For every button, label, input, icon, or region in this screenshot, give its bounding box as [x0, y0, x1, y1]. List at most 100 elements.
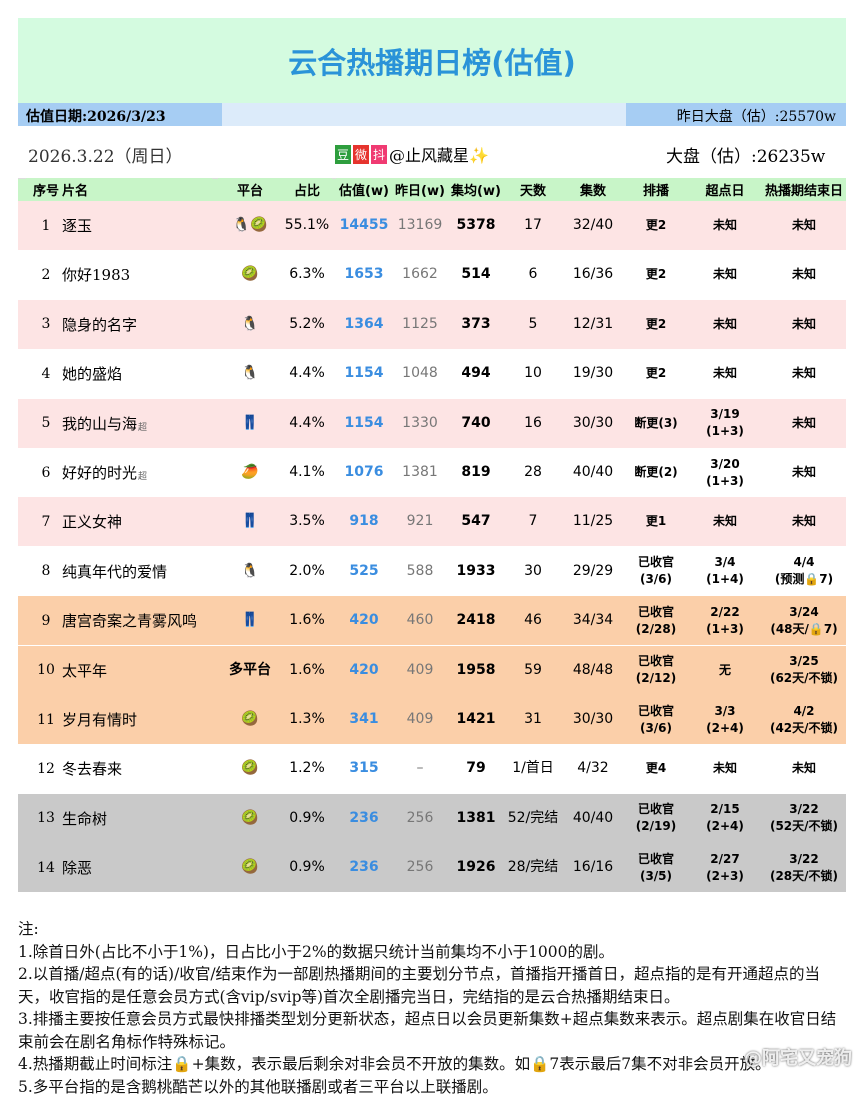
- cell: 3/22 (28天/不锁): [762, 843, 846, 892]
- cell: 断更(2): [624, 448, 688, 497]
- yesterday-total: 昨日大盘（估）:25570w: [677, 106, 836, 126]
- cell: 0.9%: [282, 794, 332, 843]
- column-header: 片名: [62, 178, 212, 201]
- cell: 1330: [392, 399, 448, 448]
- cell: 已收官 (2/19): [624, 794, 688, 843]
- cell: 👖: [218, 497, 282, 546]
- cell: 1381: [392, 448, 448, 497]
- cell: 420: [336, 596, 392, 645]
- cell: 9: [26, 596, 66, 645]
- cell: 未知: [762, 399, 846, 448]
- cell: 1076: [336, 448, 392, 497]
- cell: 40/40: [562, 448, 624, 497]
- cell: 更1: [624, 497, 688, 546]
- column-header: 估值(w): [336, 178, 392, 201]
- cell: 28/完结: [504, 843, 562, 892]
- cell: 460: [392, 596, 448, 645]
- cell: 纯真年代的爱情: [62, 547, 212, 596]
- cell: 隐身的名字: [62, 300, 212, 349]
- cell: 好好的时光超: [62, 448, 212, 497]
- cell: 更2: [624, 300, 688, 349]
- cell: 逐玉: [62, 201, 212, 250]
- cell: 生命树: [62, 794, 212, 843]
- cell: 🐧: [218, 300, 282, 349]
- cell: 更2: [624, 250, 688, 299]
- column-header: 占比: [282, 178, 332, 201]
- cell: 🐧🥝: [218, 201, 282, 250]
- cell: 3/25 (62天/不锁): [762, 646, 846, 695]
- cell: 17: [504, 201, 562, 250]
- cell: 未知: [688, 300, 762, 349]
- cell: 更4: [624, 744, 688, 793]
- cell: 🥝: [218, 843, 282, 892]
- column-header: 排播: [624, 178, 688, 201]
- icon: 抖: [371, 145, 387, 164]
- cell: –: [392, 744, 448, 793]
- cell: 4.4%: [282, 349, 332, 398]
- cell: 已收官 (2/12): [624, 646, 688, 695]
- cell: 断更(3): [624, 399, 688, 448]
- cell: 4.4%: [282, 399, 332, 448]
- cell: 已收官 (2/28): [624, 596, 688, 645]
- date-bar-middle: [222, 103, 626, 126]
- cell: 79: [448, 744, 504, 793]
- cell: 588: [392, 547, 448, 596]
- column-header: 天数: [504, 178, 562, 201]
- cell: 2418: [448, 596, 504, 645]
- note: 5.多平台指的是含鹅桃酷芒以外的其他联播剧或者三平台以上联播剧。: [18, 1076, 846, 1098]
- column-header: 平台: [218, 178, 282, 201]
- cell: 未知: [688, 250, 762, 299]
- cell: 420: [336, 646, 392, 695]
- cell: 🥝: [218, 695, 282, 744]
- cell: 更2: [624, 201, 688, 250]
- icon: 微: [353, 145, 369, 164]
- cell: 11/25: [562, 497, 624, 546]
- cell: 未知: [762, 349, 846, 398]
- cell: 819: [448, 448, 504, 497]
- cell: 7: [504, 497, 562, 546]
- cell: 多平台: [218, 646, 282, 695]
- cell: 32/40: [562, 201, 624, 250]
- cell: 2/22 (1+3): [688, 596, 762, 645]
- cell: 1421: [448, 695, 504, 744]
- cell: 🥝: [218, 794, 282, 843]
- total: 大盘（估）:26235w: [666, 142, 825, 167]
- cell: 13: [26, 794, 66, 843]
- cell: 1154: [336, 349, 392, 398]
- cell: 14455: [336, 201, 392, 250]
- note: 2.以首播/超点(有的话)/收官/结束作为一部剧热播期间的主要划分节点，首播指开…: [18, 963, 846, 1008]
- cell: 5378: [448, 201, 504, 250]
- cell: 48/48: [562, 646, 624, 695]
- cell: 2.0%: [282, 547, 332, 596]
- cell: 236: [336, 843, 392, 892]
- cell: 921: [392, 497, 448, 546]
- notes-heading: 注:: [18, 918, 846, 941]
- cell: 31: [504, 695, 562, 744]
- cell: 547: [448, 497, 504, 546]
- column-header: 集数: [562, 178, 624, 201]
- cell: 5: [26, 399, 66, 448]
- cell: 4.1%: [282, 448, 332, 497]
- cell: 未知: [688, 497, 762, 546]
- note: 3.排播主要按任意会员方式最快排播类型划分更新状态，超点日以会员更新集数+超点集…: [18, 1008, 846, 1053]
- column-header: 超点日: [688, 178, 762, 201]
- cell: 1: [26, 201, 66, 250]
- cell: 未知: [688, 201, 762, 250]
- cell: 30/30: [562, 695, 624, 744]
- cell: 236: [336, 794, 392, 843]
- cell: 未知: [762, 744, 846, 793]
- cell: 13169: [392, 201, 448, 250]
- cell: 🥝: [218, 744, 282, 793]
- cell: 1.3%: [282, 695, 332, 744]
